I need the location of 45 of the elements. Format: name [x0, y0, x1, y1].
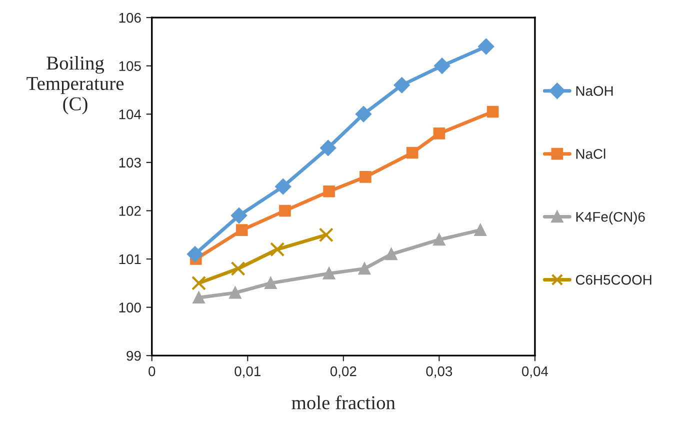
x-tick-label: 0,01: [234, 366, 260, 378]
y-tick-label: 105: [119, 61, 141, 72]
legend-label: K4Fe(CN)6: [576, 212, 645, 225]
legend-label: NaOH: [576, 86, 613, 96]
x-tick-label: 0,03: [426, 366, 452, 378]
point: [229, 286, 242, 299]
point: [356, 106, 372, 122]
point: [320, 140, 336, 156]
point: [323, 186, 335, 198]
point: [394, 77, 410, 94]
point: [478, 38, 494, 54]
point: [275, 178, 291, 194]
point: [385, 248, 398, 260]
point: [236, 224, 248, 236]
point: [433, 128, 446, 140]
point: [358, 262, 370, 275]
y-tick-label: 103: [119, 158, 141, 168]
x-tick-label: 0,02: [330, 366, 356, 378]
x-tick-label: 0: [148, 366, 156, 376]
point: [230, 261, 246, 276]
legend-label: C6H5COOH: [576, 274, 652, 285]
y-tick-label: 106: [119, 12, 141, 23]
y-tick-label: 101: [119, 254, 141, 264]
point: [318, 228, 334, 242]
point: [187, 246, 203, 262]
point: [486, 106, 499, 118]
x-tick-label: 0,04: [522, 366, 548, 378]
legend-label: NaCl: [576, 148, 606, 159]
point: [323, 268, 335, 280]
x-axis-title: mole fraction: [292, 395, 396, 410]
point: [433, 234, 446, 246]
point: [192, 276, 206, 290]
point: [474, 224, 486, 236]
y-tick-label: 102: [119, 206, 141, 216]
y-tick-label: 100: [119, 302, 141, 312]
point: [192, 292, 205, 304]
y-tick-label: 99: [126, 350, 141, 361]
point: [279, 204, 291, 217]
point: [264, 277, 277, 290]
point: [231, 208, 247, 224]
point: [270, 242, 285, 257]
point: [434, 58, 450, 74]
point: [360, 171, 372, 183]
point: [406, 146, 418, 159]
y-tick-label: 104: [119, 109, 142, 120]
